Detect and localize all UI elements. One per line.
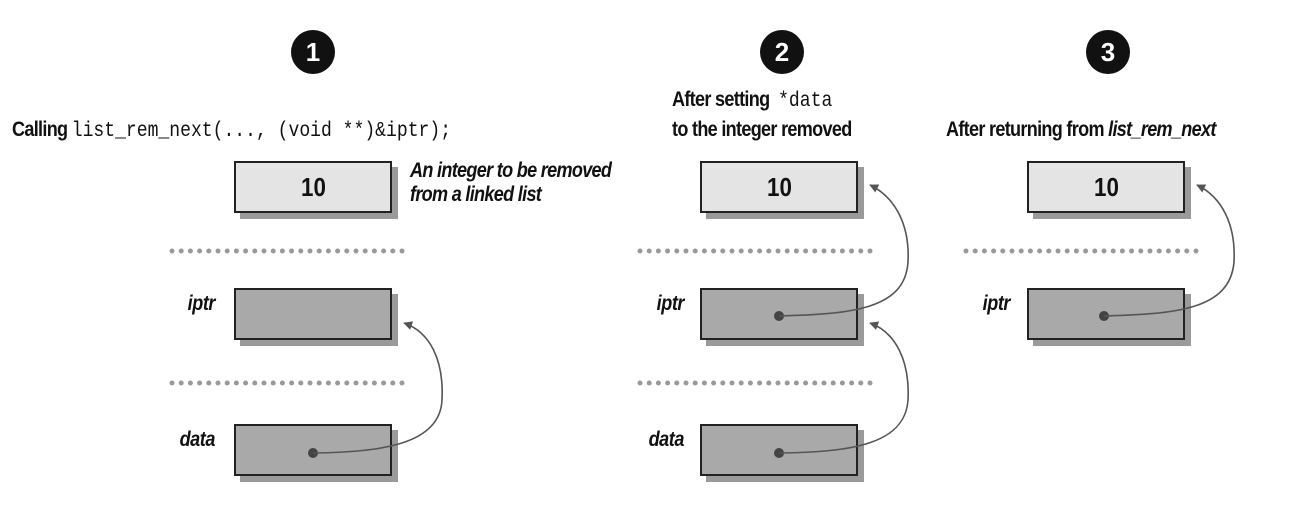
step-2-caption-code: *data [778,90,833,113]
step-2-caption-line2: to the integer removed [672,118,852,141]
step-1-annotation-line1: An integer to be removed [410,159,612,182]
step-2-number-badge: 2 [760,30,804,74]
step-2-integer-value: 10 [766,171,792,202]
step-2-caption-text: After setting [672,88,770,111]
step-1-data-label: data [179,428,216,451]
step-1-number-badge: 1 [291,30,335,74]
step-2-data-label: data [648,428,685,451]
step-3-caption-prefix: After returning from [946,118,1109,141]
step-2-caption-line1: After setting *data [672,88,832,113]
step-1-integer-box: 10 [234,161,392,213]
step-2-integer-box: 10 [700,161,858,213]
step-2-iptr-box [700,288,858,340]
step-1-caption-code: list_rem_next(..., (void **)&iptr); [71,120,452,143]
step-1-caption: Calling list_rem_next(..., (void **)&ipt… [12,118,451,143]
step-1-caption-prefix: Calling [12,118,72,141]
step-1-annotation-line2: from a linked list [410,183,542,206]
step-2-data-box [700,424,858,476]
step-1-iptr-box [234,288,392,340]
step-1-integer-value: 10 [300,171,326,202]
step-2-iptr-label: iptr [656,292,685,315]
step-3-number-badge: 3 [1086,30,1130,74]
step-3-caption: After returning from list_rem_next [946,118,1216,142]
step-3-iptr-box [1027,288,1185,340]
step-3-integer-value: 10 [1093,171,1119,202]
step-3-integer-box: 10 [1027,161,1185,213]
step-1-iptr-label: iptr [187,292,216,315]
step-1-annotation: An integer to be removed from a linked l… [410,159,612,207]
step-3-caption-function: list_rem_next [1108,118,1216,141]
step-3-iptr-label: iptr [982,292,1011,315]
step-1-data-box [234,424,392,476]
